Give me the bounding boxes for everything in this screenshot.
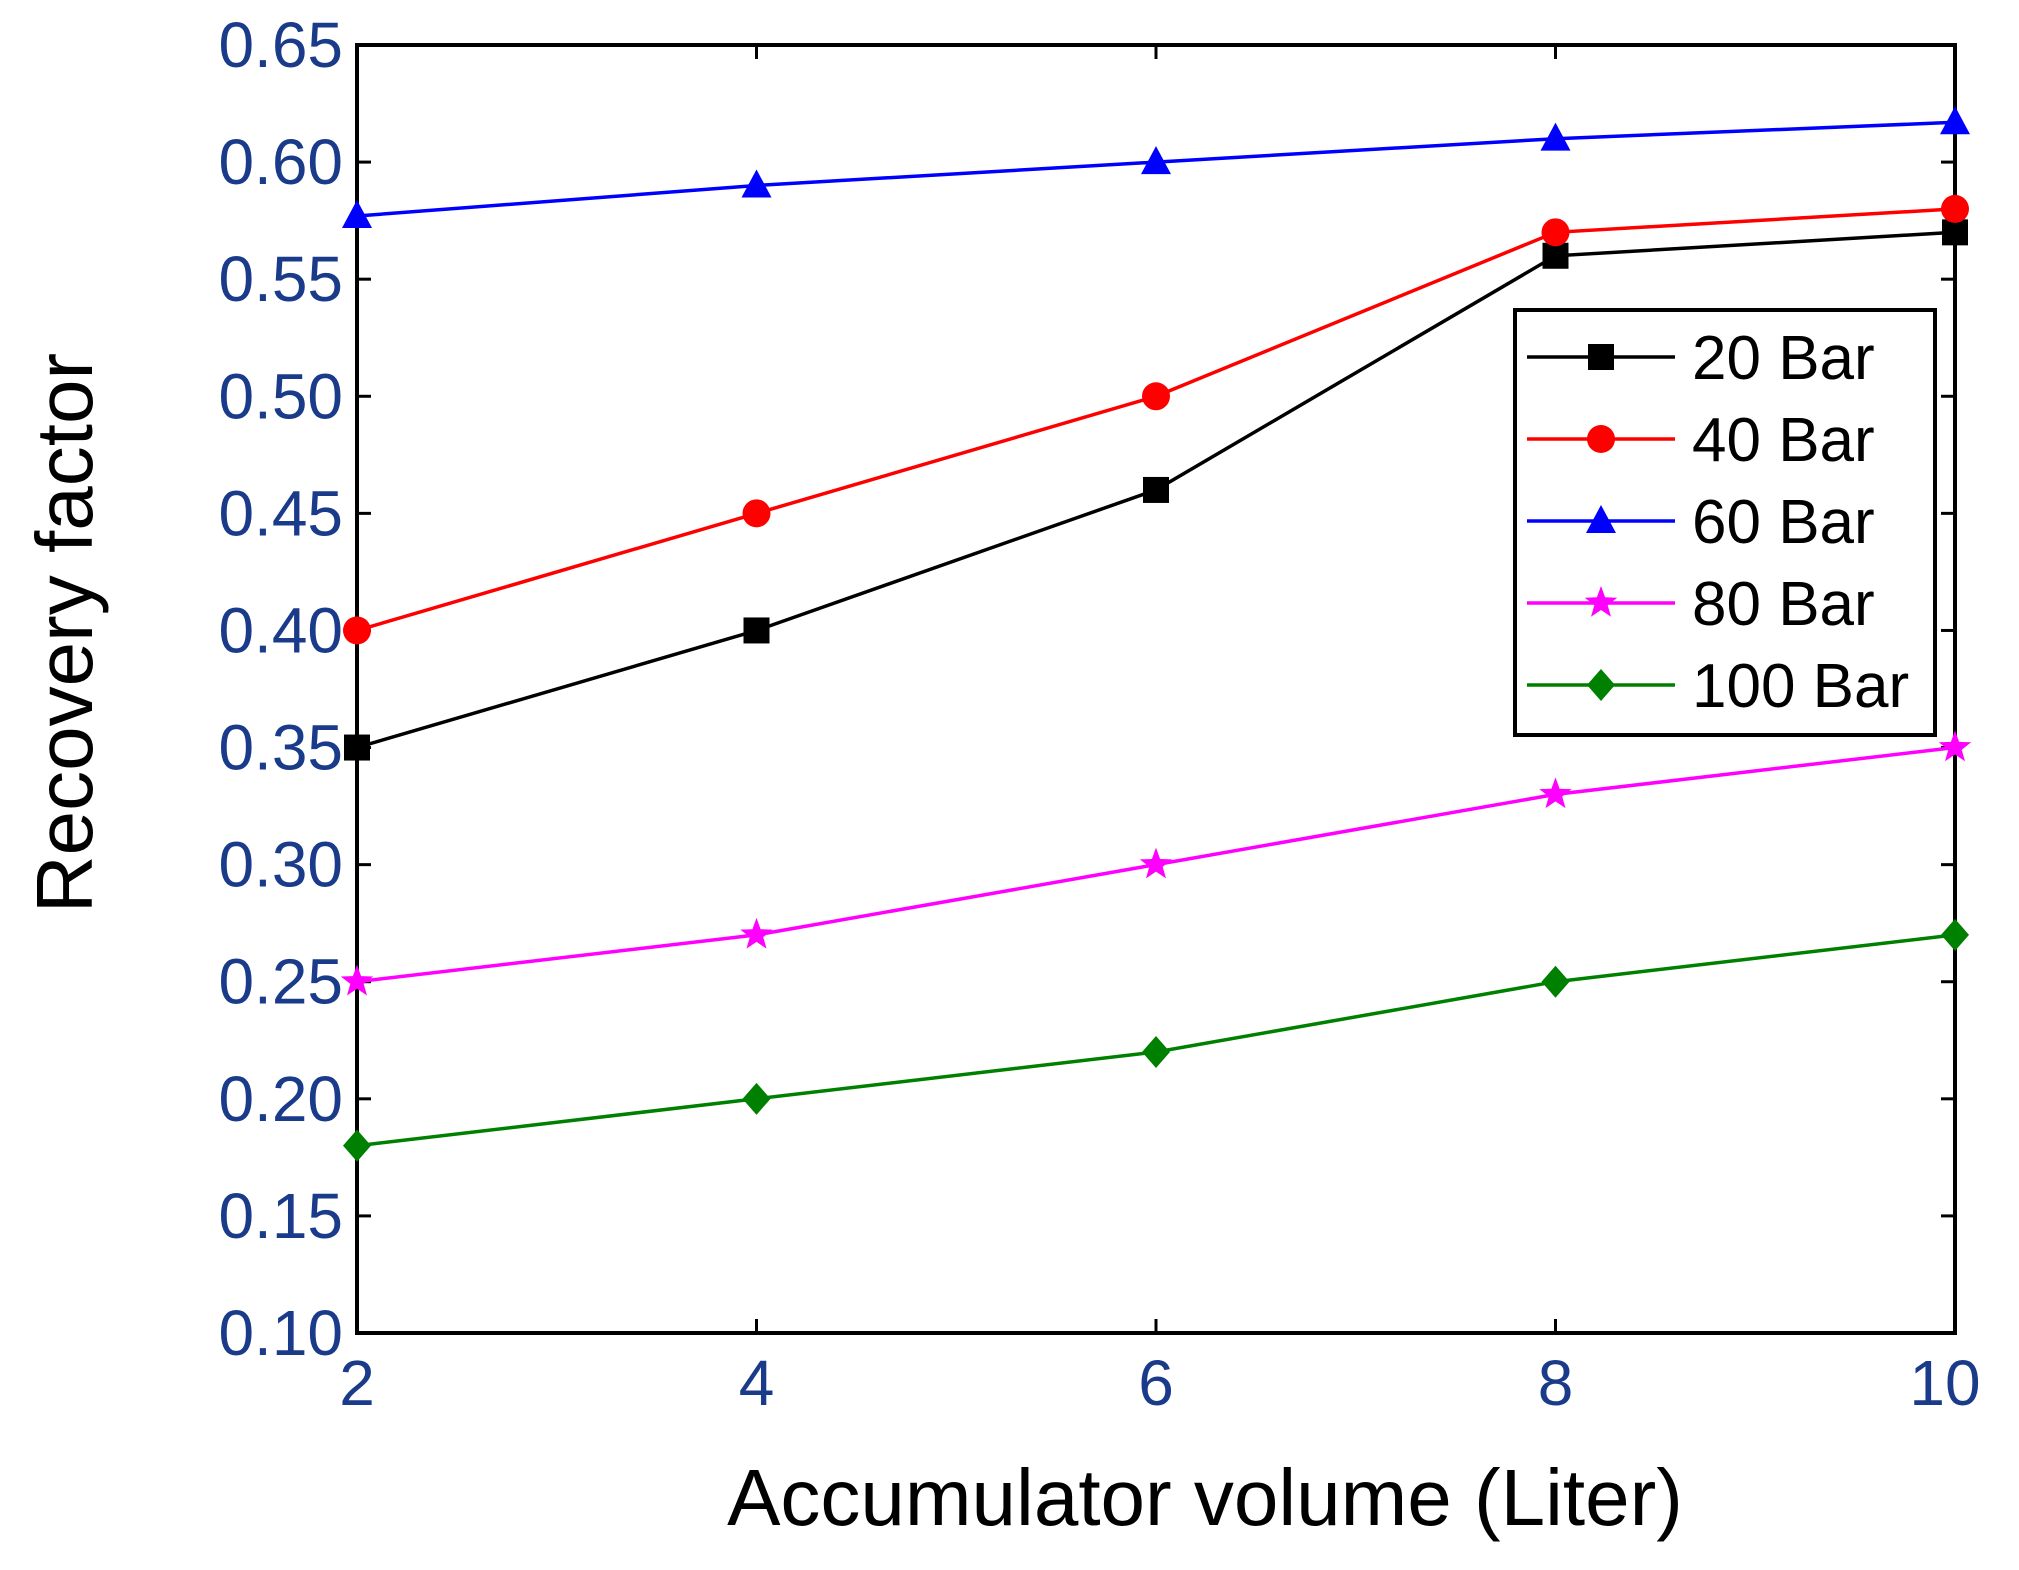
- data-point: [1942, 219, 1968, 246]
- y-tick-label: 0.15: [218, 1180, 343, 1252]
- series-40-bar: [343, 194, 1969, 645]
- data-point: [741, 169, 772, 198]
- legend-label: 80 Bar: [1692, 570, 1875, 639]
- data-point: [342, 199, 372, 228]
- data-point: [1142, 1035, 1170, 1068]
- data-point: [344, 734, 370, 761]
- x-axis: 2 4 6 8 10: [339, 45, 1981, 1419]
- legend-marker: [1584, 586, 1618, 617]
- data-point: [1940, 106, 1970, 135]
- data-point: [740, 917, 773, 949]
- series-80-bar: [340, 730, 1972, 996]
- legend-item: 20 Bar: [1527, 324, 1875, 393]
- x-tick-label: 10: [1909, 1347, 1980, 1419]
- y-tick-label: 0.40: [218, 594, 343, 666]
- data-point: [1540, 122, 1571, 151]
- legend-label: 20 Bar: [1692, 324, 1875, 393]
- series-layer: [340, 106, 1972, 1162]
- legend-label: 60 Bar: [1692, 488, 1875, 557]
- y-tick-label: 0.35: [218, 712, 343, 784]
- x-axis-title: Accumulator volume (Liter): [727, 1453, 1683, 1542]
- y-tick-label: 0.30: [218, 829, 343, 901]
- legend-label: 40 Bar: [1692, 406, 1875, 475]
- data-point: [1143, 476, 1169, 503]
- data-point: [1541, 218, 1570, 247]
- y-tick-label: 0.50: [218, 360, 343, 432]
- data-point: [1539, 777, 1572, 809]
- data-point: [340, 964, 374, 996]
- x-tick-label: 2: [339, 1347, 375, 1419]
- series-60-bar: [342, 106, 1970, 228]
- y-tick-label: 0.55: [218, 243, 343, 315]
- y-tick-label: 0.25: [218, 946, 343, 1018]
- y-tick-label: 0.45: [218, 477, 343, 549]
- legend-item: 80 Bar: [1527, 570, 1875, 639]
- data-point: [1941, 194, 1969, 223]
- legend-item: 100 Bar: [1527, 652, 1909, 721]
- y-tick-label: 0.65: [218, 9, 343, 81]
- legend-marker: [1587, 669, 1615, 701]
- x-tick-label: 6: [1138, 1347, 1174, 1419]
- y-axis-title: Recovery factor: [20, 353, 109, 913]
- legend: 20 Bar 40 Bar 60 Bar 80 Bar 100 Bar: [1513, 308, 1937, 737]
- y-tick-label: 0.10: [218, 1297, 343, 1369]
- data-point: [742, 1082, 771, 1115]
- legend-marker: [1587, 425, 1615, 453]
- series-20-bar: [344, 219, 1968, 761]
- data-point: [742, 499, 771, 528]
- legend-marker: [1588, 344, 1614, 370]
- data-point: [1542, 242, 1569, 269]
- data-point: [343, 616, 371, 645]
- data-point: [1541, 965, 1570, 998]
- data-point: [1938, 730, 1972, 762]
- legend-label: 100 Bar: [1692, 652, 1909, 721]
- data-point: [1142, 382, 1170, 411]
- data-point: [343, 1129, 371, 1162]
- data-point: [743, 617, 770, 644]
- legend-item: 60 Bar: [1527, 488, 1875, 557]
- y-axis: 0.10 0.15 0.20 0.25 0.30 0.35 0.40 0.45 0.50 0.55…: [218, 9, 1955, 1369]
- y-tick-label: 0.20: [218, 1063, 343, 1135]
- data-point: [1139, 847, 1173, 879]
- data-point: [1141, 146, 1171, 175]
- data-point: [1941, 918, 1969, 951]
- y-tick-label: 0.60: [218, 126, 343, 198]
- legend-marker: [1586, 505, 1616, 533]
- x-tick-label: 8: [1538, 1347, 1574, 1419]
- x-tick-label: 4: [739, 1347, 775, 1419]
- series-100-bar: [343, 918, 1969, 1162]
- legend-item: 40 Bar: [1527, 406, 1875, 475]
